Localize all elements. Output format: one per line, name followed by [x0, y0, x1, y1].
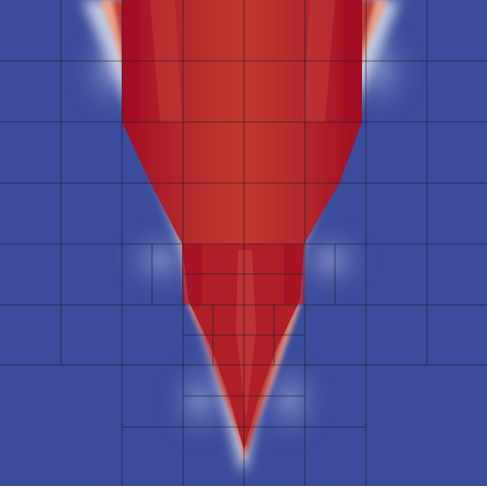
viewport-bottom-edge — [0, 486, 487, 488]
